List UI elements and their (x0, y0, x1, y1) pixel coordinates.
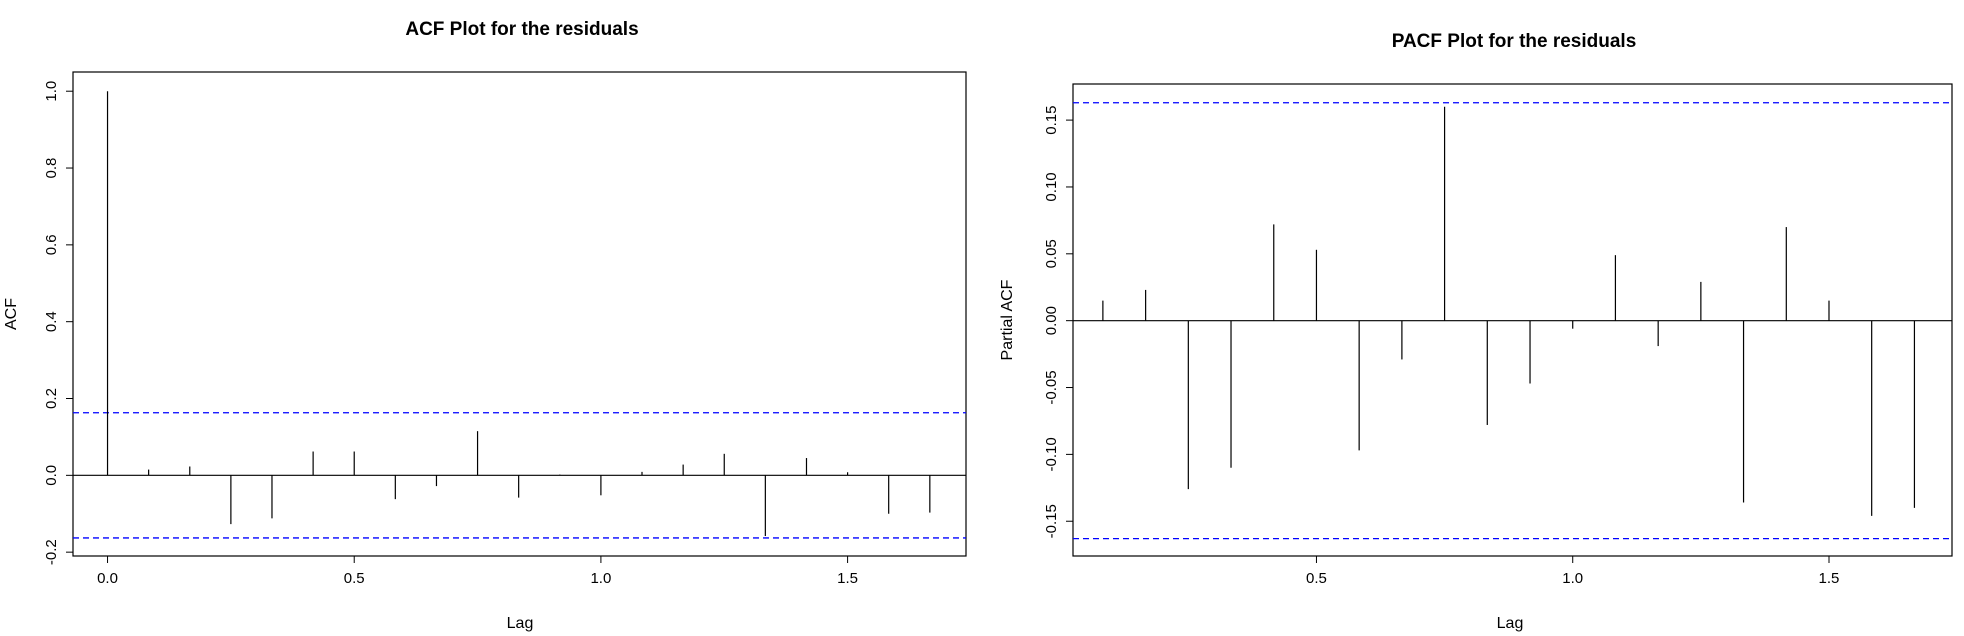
y-axis-label: ACF (3, 298, 20, 330)
y-tick-label: 0.6 (43, 234, 60, 255)
y-tick-label: -0.10 (1043, 437, 1060, 471)
y-tick-label: 0.10 (1043, 172, 1060, 201)
y-tick-label: 0.00 (1043, 306, 1060, 335)
y-tick-label: 0.8 (43, 158, 60, 179)
x-tick-label: 1.5 (1819, 570, 1840, 587)
x-tick-label: 1.0 (590, 570, 611, 587)
chart-title: PACF Plot for the residuals (1392, 31, 1637, 52)
plot-frame (1072, 83, 1953, 557)
y-tick-label: -0.05 (1043, 370, 1060, 404)
y-tick-label: 0.15 (1043, 106, 1060, 135)
y-axis-label: Partial ACF (999, 279, 1016, 360)
y-tick-label: -0.2 (43, 539, 60, 565)
plot-frame (72, 71, 967, 557)
pacf-panel: PACF Plot for the residuals Lag Partial … (999, 31, 1953, 632)
y-tick-label: 0.0 (43, 465, 60, 486)
x-tick-label: 0.0 (97, 570, 118, 587)
y-tick-label: 1.0 (43, 81, 60, 102)
acf-marks: 0.0 0.5 1.0 1.5 -0.2 0.0 0.2 0.4 0.6 0.8 1.0 (43, 81, 966, 587)
x-tick-label: 0.5 (344, 570, 365, 587)
y-tick-label: 0.05 (1043, 239, 1060, 268)
y-tick-label: 0.2 (43, 388, 60, 409)
x-tick-label: 1.5 (837, 570, 858, 587)
acf-panel: ACF Plot for the residuals Lag ACF 0.0 0.… (3, 19, 967, 632)
x-tick-label: 1.0 (1562, 570, 1583, 587)
x-axis-label: Lag (507, 615, 534, 632)
pacf-marks: 0.5 1.0 1.5 -0.15 -0.10 -0.05 0.00 0.05 0.10 0.15 (1043, 102, 1952, 587)
chart-title: ACF Plot for the residuals (405, 19, 638, 40)
x-axis-label: Lag (1497, 615, 1524, 632)
y-tick-label: 0.4 (43, 311, 60, 332)
x-tick-label: 0.5 (1306, 570, 1327, 587)
y-tick-label: -0.15 (1043, 504, 1060, 538)
